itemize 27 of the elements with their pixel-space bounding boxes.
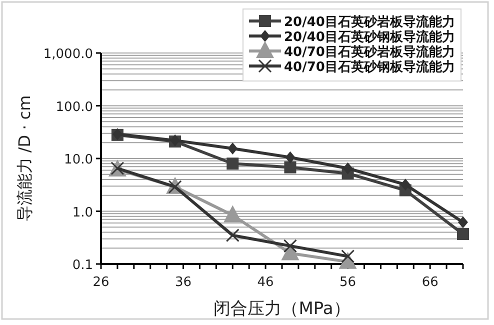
y-tick-label: 1,000.0 <box>43 47 93 62</box>
point <box>284 161 296 174</box>
point <box>458 216 468 228</box>
x-tick-label: 56 <box>340 275 356 290</box>
legend-label: 20/40目石英砂钢板导流能力 <box>284 29 455 45</box>
y-tick-label: 1.0 <box>72 205 93 220</box>
y-tick-label: 10.0 <box>64 152 93 168</box>
point <box>168 180 182 194</box>
y-tick-label: 0.1 <box>72 258 93 273</box>
y-tick-label: 100.0 <box>56 100 93 115</box>
point <box>400 178 410 191</box>
x-tick-label: 26 <box>92 275 110 290</box>
legend-label: 40/70目石英砂岩板导流能力 <box>284 44 455 60</box>
legend-label: 20/40目石英砂岩板导流能力 <box>284 14 455 30</box>
y-axis-title: 导流能力 /D · cm <box>15 95 34 222</box>
x-tick-label: 46 <box>257 275 274 290</box>
point <box>457 228 469 240</box>
x-axis-title: 闭合压力（MPa） <box>214 299 350 319</box>
point <box>228 142 238 154</box>
point <box>285 151 296 164</box>
point <box>226 228 240 242</box>
x-tick-label: 36 <box>175 275 192 290</box>
point <box>226 158 239 170</box>
legend-label: 40/70目石英砂钢板导流能力 <box>284 59 455 75</box>
x-tick-label: 66 <box>422 275 438 290</box>
point <box>224 205 242 222</box>
point <box>342 162 353 174</box>
